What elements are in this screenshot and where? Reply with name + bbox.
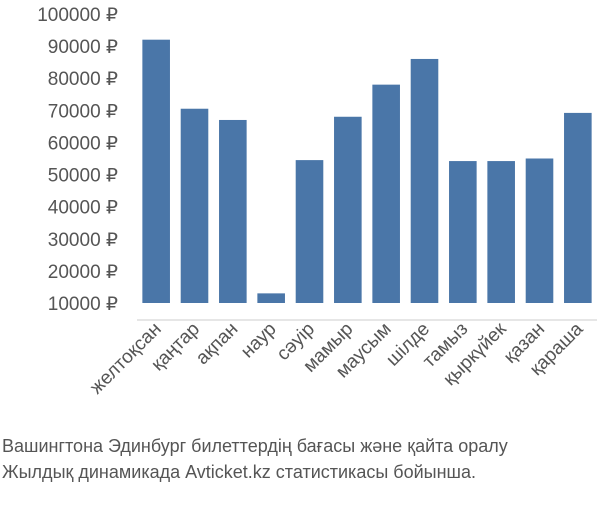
bar <box>525 158 554 303</box>
bar <box>372 84 400 304</box>
x-tick-label: ақпан <box>192 319 242 369</box>
y-tick-label: 20000 ₽ <box>48 262 118 283</box>
y-tick-label: 60000 ₽ <box>48 133 118 154</box>
y-tick-label: 80000 ₽ <box>48 69 118 90</box>
bar <box>142 39 170 303</box>
bar <box>449 161 477 303</box>
y-tick-label: 70000 ₽ <box>48 101 118 122</box>
y-tick-label: 40000 ₽ <box>48 198 118 219</box>
chart-title: Вашингтона Эдинбург билеттердің бағасы ж… <box>2 436 508 456</box>
bar <box>334 116 362 303</box>
bar <box>295 160 324 303</box>
x-tick-label: наур <box>237 319 281 363</box>
y-tick-label: 100000 ₽ <box>37 5 118 26</box>
y-tick-label: 90000 ₽ <box>48 37 118 58</box>
bar <box>410 58 439 304</box>
y-tick-label: 30000 ₽ <box>48 230 118 251</box>
bar <box>257 293 285 303</box>
y-tick-label: 10000 ₽ <box>48 294 118 315</box>
bar <box>564 112 592 303</box>
chart-subtitle: Жылдық динамикада Avticket.kz статистика… <box>2 462 476 482</box>
bar <box>487 161 515 303</box>
bar <box>180 108 209 303</box>
bar <box>219 119 247 303</box>
y-tick-label: 50000 ₽ <box>48 166 118 187</box>
